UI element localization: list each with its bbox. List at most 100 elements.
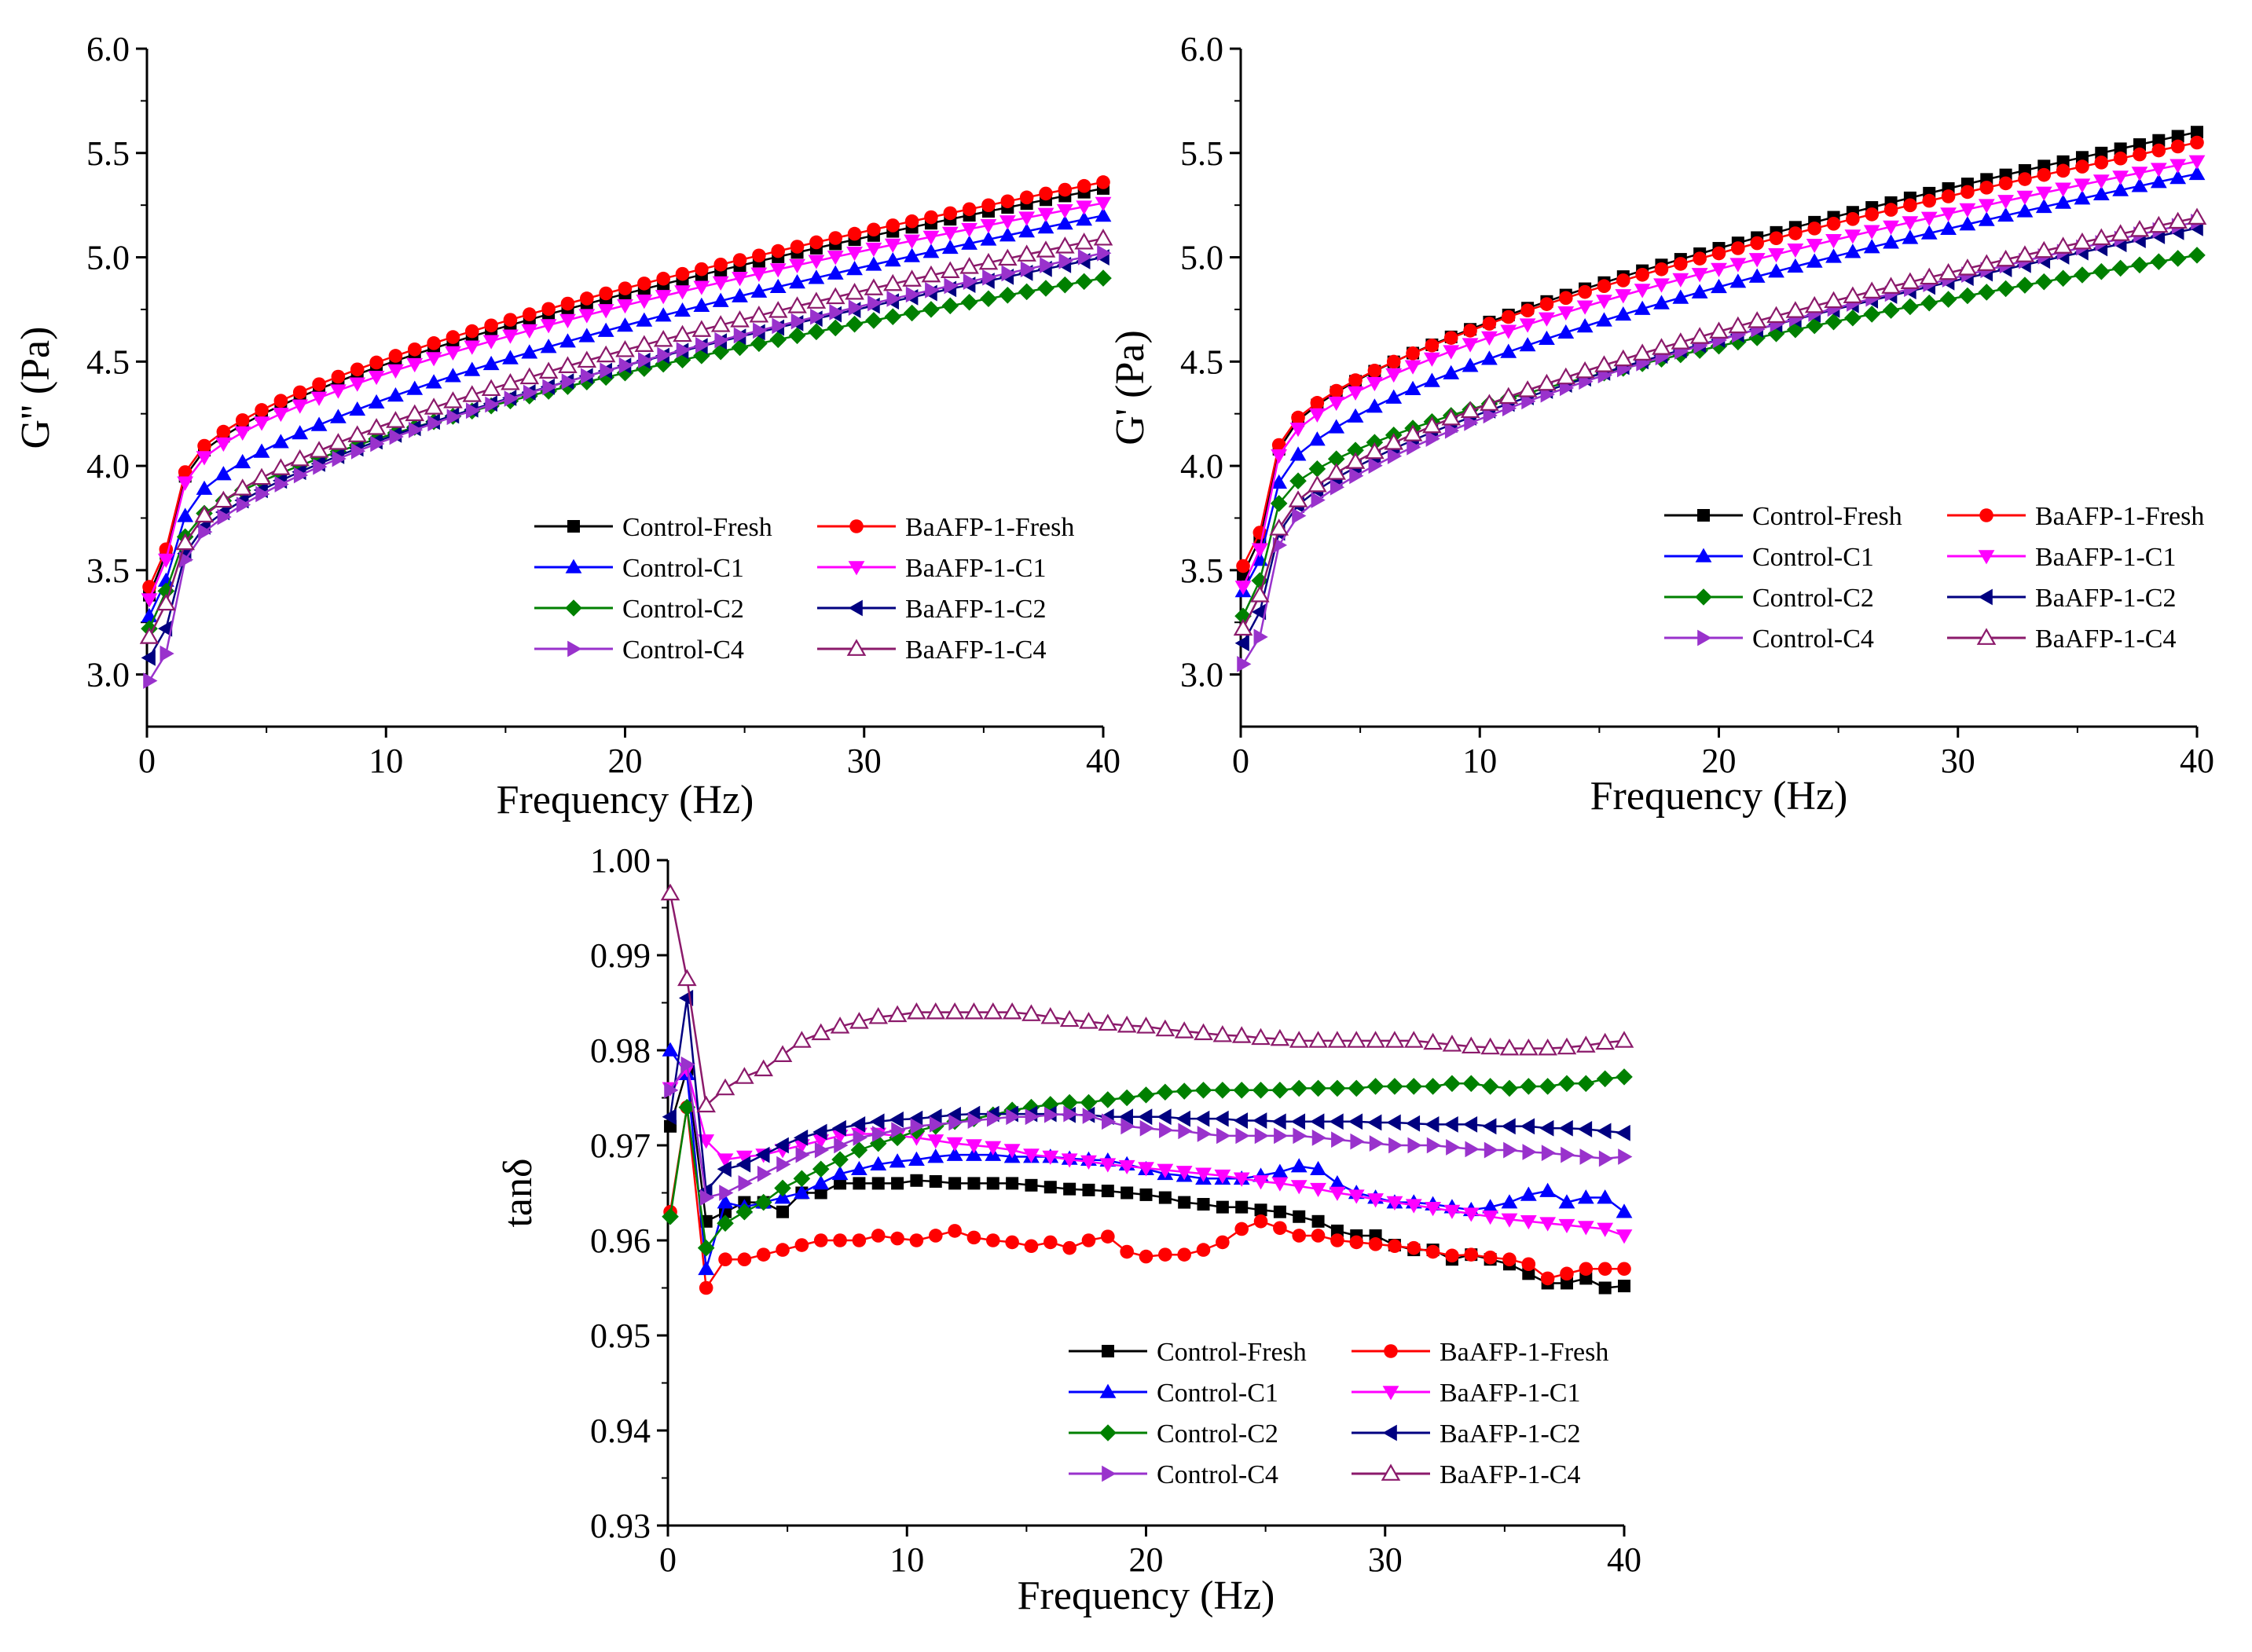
data-point <box>1500 343 1517 358</box>
data-point <box>1558 1194 1575 1209</box>
data-point <box>774 1189 791 1204</box>
legend-item[interactable]: BaAFP-1-Fresh <box>1947 502 2204 531</box>
legend-item[interactable]: BaAFP-1-C4 <box>817 636 1046 665</box>
data-point <box>886 291 901 307</box>
data-point <box>1025 1178 1038 1192</box>
data-point <box>756 1247 771 1262</box>
legend-item[interactable]: Control-C4 <box>1069 1460 1278 1489</box>
legend-item[interactable]: Control-C2 <box>1069 1419 1278 1449</box>
legend-item[interactable]: Control-C2 <box>534 595 744 624</box>
data-point <box>678 1098 696 1116</box>
legend-item[interactable]: Control-Fresh <box>1664 502 1902 531</box>
data-point <box>1139 1249 1154 1264</box>
data-point <box>2018 172 2032 186</box>
data-point <box>902 269 922 287</box>
data-point <box>1825 234 1842 249</box>
data-point <box>2016 277 2034 294</box>
data-point <box>1883 203 1898 217</box>
data-point <box>828 231 843 245</box>
data-point <box>1464 1247 1479 1262</box>
data-point <box>405 404 425 422</box>
data-point <box>1443 1204 1461 1219</box>
legend-item[interactable]: BaAFP-1-C4 <box>1352 1460 1580 1489</box>
data-point <box>772 1045 793 1062</box>
data-point <box>2191 126 2203 139</box>
data-point <box>929 1174 942 1188</box>
data-point <box>538 361 559 379</box>
data-point <box>733 327 748 344</box>
data-point <box>600 362 614 379</box>
data-point <box>809 235 823 250</box>
data-point <box>825 287 845 305</box>
legend-item[interactable]: Control-C4 <box>534 636 744 665</box>
data-point <box>1058 252 1073 269</box>
legend-item[interactable]: BaAFP-1-C4 <box>1947 625 2176 654</box>
legend-item[interactable]: Control-C4 <box>1664 625 1874 654</box>
data-point <box>1556 367 1576 385</box>
data-point <box>1017 244 1036 262</box>
legend-item[interactable]: Control-C2 <box>1664 584 1874 613</box>
data-point <box>810 308 825 325</box>
data-point <box>849 1012 869 1029</box>
data-point <box>1254 1203 1267 1217</box>
legend-item[interactable]: Control-C1 <box>1664 543 1874 572</box>
series-Control-C4 <box>143 244 1112 689</box>
legend-label: BaAFP-1-Fresh <box>2035 502 2204 531</box>
data-point <box>1558 1119 1573 1137</box>
legend-item[interactable]: Control-Fresh <box>1069 1338 1307 1367</box>
legend-item[interactable]: BaAFP-1-C1 <box>817 554 1046 583</box>
data-point <box>1902 298 1919 316</box>
legend-item[interactable]: BaAFP-1-C2 <box>817 595 1046 624</box>
data-point <box>215 466 232 481</box>
x-axis-title: Frequency (Hz) <box>497 778 754 822</box>
legend-marker <box>567 640 582 658</box>
data-point <box>1271 1163 1289 1178</box>
data-point <box>1502 400 1517 417</box>
data-point <box>1560 1277 1573 1290</box>
data-point <box>732 253 747 267</box>
data-point <box>1863 239 1880 254</box>
data-point <box>1613 349 1634 367</box>
data-point <box>1080 1155 1097 1170</box>
data-point <box>693 347 710 364</box>
legend-item[interactable]: BaAFP-1-Fresh <box>817 513 1074 542</box>
legend-item[interactable]: BaAFP-1-C2 <box>1947 584 2176 613</box>
legend-item[interactable]: Control-C1 <box>1069 1379 1278 1408</box>
data-point <box>867 222 881 237</box>
data-point <box>2074 178 2091 193</box>
data-point <box>1711 262 1727 277</box>
legend-item[interactable]: BaAFP-1-C1 <box>1352 1379 1580 1408</box>
data-point <box>1093 229 1113 246</box>
data-point <box>1349 467 1364 485</box>
data-point <box>1058 182 1073 197</box>
data-point <box>1618 1148 1633 1165</box>
legend-item[interactable]: BaAFP-1-C1 <box>1947 543 2176 572</box>
legend-item[interactable]: BaAFP-1-C2 <box>1352 1419 1580 1449</box>
data-point <box>406 357 424 373</box>
x-tick-label: 40 <box>2180 742 2214 780</box>
data-point <box>1023 1148 1040 1163</box>
data-point <box>738 1175 753 1192</box>
data-point <box>1214 1110 1229 1127</box>
data-point <box>1101 1229 1115 1244</box>
data-point <box>542 379 557 396</box>
legend-item[interactable]: Control-C1 <box>534 554 744 583</box>
data-point <box>272 434 289 449</box>
y-axis-title: tanδ <box>496 1158 541 1227</box>
data-point <box>1404 380 1421 395</box>
data-point <box>1345 452 1366 469</box>
data-point <box>871 1126 887 1142</box>
data-point <box>1021 1004 1041 1021</box>
data-point <box>1293 1210 1306 1223</box>
data-point <box>1426 1137 1441 1154</box>
data-point <box>1159 1122 1174 1139</box>
series-BaAFP-1-C1 <box>1234 155 2206 595</box>
data-point <box>1006 1177 1019 1190</box>
data-point <box>944 1002 965 1020</box>
data-point <box>234 453 251 469</box>
data-point <box>1483 407 1498 424</box>
legend-item[interactable]: BaAFP-1-Fresh <box>1352 1338 1608 1367</box>
legend-item[interactable]: Control-Fresh <box>534 513 772 542</box>
data-point <box>2169 159 2187 174</box>
data-point <box>2113 151 2128 166</box>
